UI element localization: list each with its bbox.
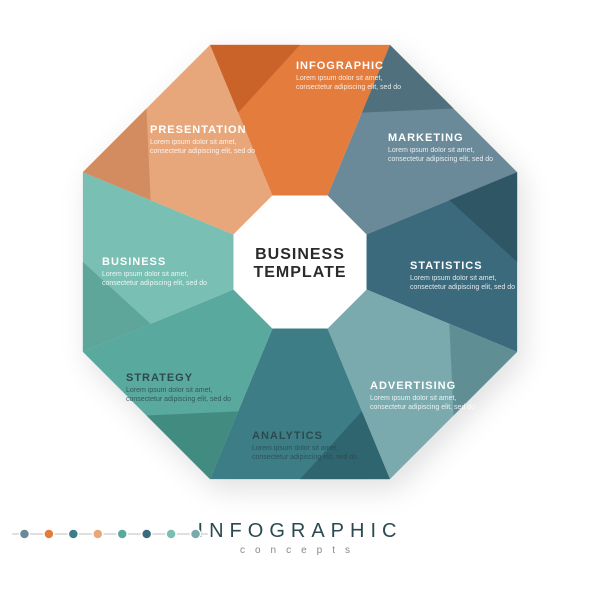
- seg-7-body: Lorem ipsum dolor sit amet, consectetur …: [150, 138, 270, 157]
- seg-4-body: Lorem ipsum dolor sit amet, consectetur …: [252, 444, 372, 463]
- seg-0-body: Lorem ipsum dolor sit amet, consectetur …: [296, 74, 416, 93]
- seg-2-title: STATISTICS: [410, 260, 483, 272]
- seg-1-body: Lorem ipsum dolor sit amet, consectetur …: [388, 146, 508, 165]
- footer-sub: concepts: [0, 545, 600, 556]
- infographic-octagon: { "type": "infographic", "canvas": { "w"…: [0, 0, 600, 600]
- footer: INFOGRAPHIC concepts: [0, 520, 600, 556]
- seg-3-body: Lorem ipsum dolor sit amet, consectetur …: [370, 394, 490, 413]
- seg-1-title: MARKETING: [388, 132, 464, 144]
- seg-5-title: STRATEGY: [126, 372, 193, 384]
- seg-6-title: BUSINESS: [102, 256, 166, 268]
- seg-7-title: PRESENTATION: [150, 124, 247, 136]
- seg-3-title: ADVERTISING: [370, 380, 456, 392]
- seg-6-body: Lorem ipsum dolor sit amet, consectetur …: [102, 270, 222, 289]
- seg-4-title: ANALYTICS: [252, 430, 323, 442]
- seg-2-body: Lorem ipsum dolor sit amet, consectetur …: [410, 274, 530, 293]
- seg-0-title: INFOGRAPHIC: [296, 60, 384, 72]
- footer-dots: [0, 526, 220, 542]
- seg-5-body: Lorem ipsum dolor sit amet, consectetur …: [126, 386, 246, 405]
- center-title-line1: BUSINESS: [0, 246, 600, 264]
